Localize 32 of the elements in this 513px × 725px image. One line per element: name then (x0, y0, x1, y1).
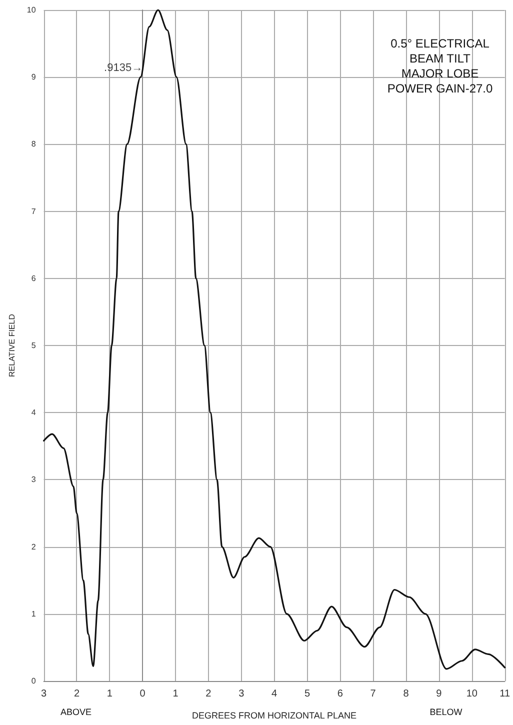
x-tick-label: 4 (272, 688, 278, 700)
x-tick-label: 7 (370, 688, 376, 700)
y-tick-label: 0 (31, 676, 36, 686)
x-tick-label: 3 (41, 688, 48, 700)
x-tick-label: 2 (74, 688, 80, 700)
y-tick-label: 4 (31, 408, 36, 418)
x-tick-label: 1 (106, 688, 113, 700)
y-tick-label: 1 (31, 609, 36, 618)
x-tick-label: 2 (206, 688, 212, 700)
text: ABOVE (60, 707, 92, 717)
y-tick-label: 2 (31, 542, 36, 552)
annotation: 0.5° ELECTRICAL BEAM TILT MAJOR LOBE POWER GAIN-27.0 (387, 36, 494, 96)
y-tick-label: 8 (31, 140, 36, 149)
x-tick-label: 8 (403, 688, 410, 700)
y-tick-label: 3 (31, 475, 36, 484)
annotation: .9135→ (104, 62, 143, 74)
x-tick-label: 6 (337, 688, 344, 700)
x-tick-label: 1 (172, 688, 179, 700)
y-tick-label: 6 (31, 274, 36, 283)
text: BELOW (430, 707, 463, 717)
x-tick-label: 10 (466, 688, 478, 700)
x-tick-label: 9 (436, 688, 442, 700)
x-tick-label: 5 (304, 688, 310, 700)
x-tick-label: 11 (500, 688, 510, 700)
x-tick-label: 3 (238, 688, 245, 700)
x-axis-title: DEGREES FROM HORIZONTAL PLANE (192, 710, 357, 720)
y-tick-label: 10 (26, 6, 36, 14)
y-tick-label: 7 (31, 206, 36, 216)
x-tick-label: 0 (140, 688, 146, 700)
y-tick-label: 9 (31, 72, 36, 82)
y-axis-title: RELATIVE FIELD (8, 314, 16, 377)
y-tick-label: 5 (31, 341, 36, 350)
